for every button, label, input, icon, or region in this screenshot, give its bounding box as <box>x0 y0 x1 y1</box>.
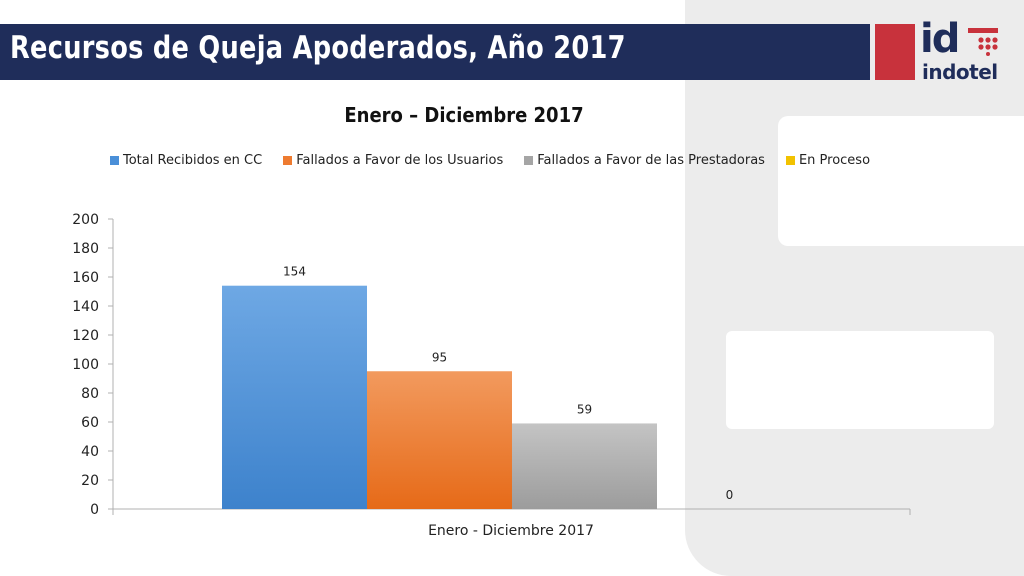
x-category-label: Enero - Diciembre 2017 <box>428 523 594 539</box>
legend-label: Fallados a Favor de las Prestadoras <box>537 152 765 168</box>
y-tick-label: 20 <box>81 473 99 489</box>
y-tick-label: 140 <box>72 299 99 315</box>
logo-dots-icon <box>968 28 998 56</box>
logo-mark: id <box>920 16 960 62</box>
legend-item: Total Recibidos en CC <box>110 153 262 168</box>
legend-label: Total Recibidos en CC <box>123 152 263 168</box>
y-tick-label: 80 <box>81 386 99 402</box>
legend-item: Fallados a Favor de las Prestadoras <box>524 153 765 168</box>
bar-3 <box>512 423 657 509</box>
logo-red-block <box>875 24 915 80</box>
decorative-card <box>778 116 1024 246</box>
data-label: 95 <box>432 350 447 364</box>
logo-text: indotel <box>922 60 998 84</box>
legend-swatch <box>524 155 534 165</box>
legend-swatch <box>110 155 119 165</box>
title-bar: Recursos de Queja Apoderados, Año 2017 <box>0 24 870 80</box>
y-tick-label: 40 <box>81 444 99 460</box>
y-tick-label: 120 <box>72 328 99 344</box>
y-tick-label: 100 <box>72 357 99 373</box>
y-tick-label: 160 <box>72 270 99 286</box>
bar-2 <box>367 371 512 509</box>
legend-item: Fallados a Favor de los Usuarios <box>283 153 503 168</box>
page-title: Recursos de Queja Apoderados, Año 2017 <box>10 30 626 66</box>
legend-label: En Proceso <box>798 152 871 168</box>
y-tick-label: 60 <box>81 415 99 431</box>
data-label: 59 <box>577 402 592 416</box>
indotel-logo: id indotel <box>920 16 1006 86</box>
legend-item: En Proceso <box>785 152 871 168</box>
bar-1 <box>222 285 367 509</box>
decorative-box <box>726 331 994 429</box>
y-tick-label: 180 <box>72 241 99 257</box>
legend-swatch <box>283 155 293 165</box>
chart-legend: Total Recibidos en CC Fallados a Favor de… <box>110 151 891 169</box>
data-label: 0 <box>726 488 734 502</box>
y-tick-label: 200 <box>72 212 99 228</box>
data-label: 154 <box>283 265 306 279</box>
legend-label: Fallados a Favor de los Usuarios <box>296 152 504 168</box>
chart-title: Enero – Diciembre 2017 <box>344 103 584 127</box>
legend-swatch <box>785 155 795 165</box>
y-tick-label: 0 <box>90 502 99 518</box>
